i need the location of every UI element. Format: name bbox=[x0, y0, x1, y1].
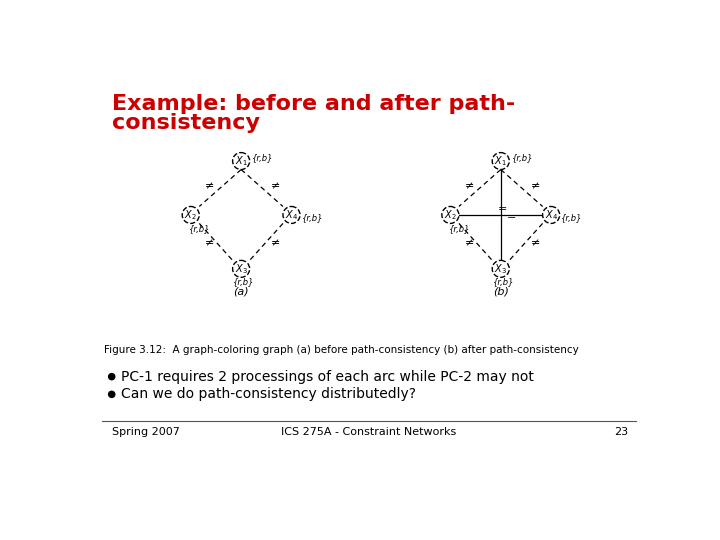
Text: $X_3$: $X_3$ bbox=[235, 262, 248, 276]
Text: $\neq$: $\neq$ bbox=[462, 238, 474, 248]
Text: ICS 275A - Constraint Networks: ICS 275A - Constraint Networks bbox=[282, 427, 456, 437]
Text: Figure 3.12:  A graph-coloring graph (a) before path-consistency (b) after path-: Figure 3.12: A graph-coloring graph (a) … bbox=[104, 345, 579, 355]
Text: $X_2$: $X_2$ bbox=[444, 208, 456, 222]
Text: $X_1$: $X_1$ bbox=[495, 154, 507, 168]
Text: {r,b}: {r,b} bbox=[493, 276, 515, 286]
Text: $X_4$: $X_4$ bbox=[544, 208, 558, 222]
Text: {r,b}: {r,b} bbox=[189, 224, 211, 233]
FancyBboxPatch shape bbox=[87, 62, 651, 484]
Text: {r,b}: {r,b} bbox=[302, 213, 323, 222]
Text: {r,b}: {r,b} bbox=[449, 224, 470, 233]
Text: $\neq$: $\neq$ bbox=[528, 238, 540, 248]
Text: $X_1$: $X_1$ bbox=[235, 154, 248, 168]
Circle shape bbox=[233, 260, 250, 278]
Text: Spring 2007: Spring 2007 bbox=[112, 427, 179, 437]
Circle shape bbox=[442, 206, 459, 224]
Text: $=$: $=$ bbox=[495, 202, 507, 212]
Text: Example: before and after path-: Example: before and after path- bbox=[112, 94, 515, 114]
Text: $\neq$: $\neq$ bbox=[528, 181, 540, 192]
Circle shape bbox=[492, 260, 509, 278]
Text: $\neq$: $\neq$ bbox=[462, 181, 474, 192]
Text: $X_3$: $X_3$ bbox=[495, 262, 507, 276]
Text: $X_4$: $X_4$ bbox=[285, 208, 298, 222]
Text: Can we do path-consistency distributedly?: Can we do path-consistency distributedly… bbox=[121, 387, 416, 401]
Text: {r,b}: {r,b} bbox=[252, 153, 274, 163]
Text: $\neq$: $\neq$ bbox=[202, 238, 215, 248]
Circle shape bbox=[283, 206, 300, 224]
Text: (b): (b) bbox=[492, 287, 509, 297]
Circle shape bbox=[182, 206, 199, 224]
Circle shape bbox=[233, 153, 250, 170]
Text: {r,b}: {r,b} bbox=[512, 153, 533, 163]
Text: $X_2$: $X_2$ bbox=[184, 208, 197, 222]
Text: $\neq$: $\neq$ bbox=[268, 181, 280, 192]
Text: PC-1 requires 2 processings of each arc while PC-2 may not: PC-1 requires 2 processings of each arc … bbox=[121, 370, 534, 383]
Circle shape bbox=[109, 374, 114, 380]
Text: $\neq$: $\neq$ bbox=[268, 238, 280, 248]
Text: {r,b}: {r,b} bbox=[233, 276, 255, 286]
Text: $\neq$: $\neq$ bbox=[202, 181, 215, 192]
Text: consistency: consistency bbox=[112, 112, 260, 132]
Text: 23: 23 bbox=[614, 427, 629, 437]
Circle shape bbox=[492, 153, 509, 170]
Text: (a): (a) bbox=[233, 287, 249, 297]
Circle shape bbox=[543, 206, 559, 224]
Text: {r,b}: {r,b} bbox=[561, 213, 582, 222]
Text: $=$: $=$ bbox=[504, 210, 516, 220]
Circle shape bbox=[109, 392, 114, 397]
